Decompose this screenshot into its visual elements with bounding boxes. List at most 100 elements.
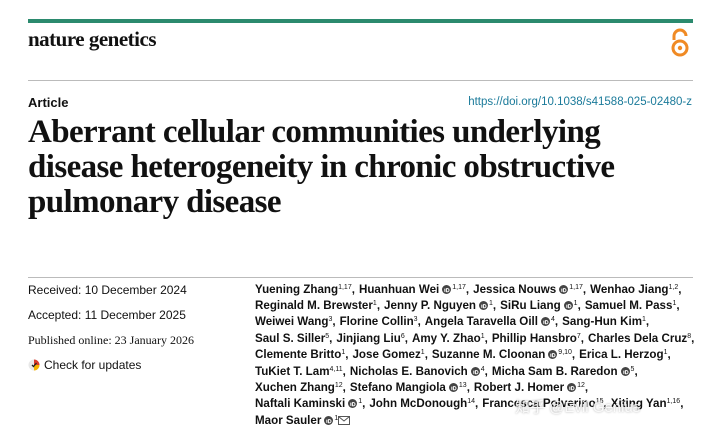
author-name: Jenny P. Nguyen <box>384 299 476 313</box>
author-name: TuKiet T. Lam <box>255 364 330 378</box>
affiliation: 13 <box>458 382 467 390</box>
doi-link[interactable]: https://doi.org/10.1038/s41588-025-02480… <box>468 96 692 108</box>
author: Florine Collin 3, <box>340 315 421 328</box>
affiliation: 12 <box>577 382 585 390</box>
separator: , <box>466 381 470 395</box>
affiliation: 3 <box>328 316 333 324</box>
watermark: 知乎 @Evil Genius <box>515 399 641 416</box>
affiliation: 1,17 <box>338 283 352 291</box>
separator: , <box>582 282 587 296</box>
author: Xuchen Zhang 12, <box>255 381 346 394</box>
orcid-mark <box>571 386 575 391</box>
mail-body <box>338 415 351 425</box>
author-name: Naftali Kaminski <box>255 397 346 411</box>
open-access-icon <box>671 28 689 57</box>
author-name: Reginald M. Brewster <box>255 299 373 313</box>
separator: , <box>484 364 488 378</box>
author: TuKiet T. Lam 4,11, <box>255 365 346 378</box>
header-bar <box>28 19 693 23</box>
author-line: Yuening Zhang 1,17, Huanhuan Wei 1,17, Jessi… <box>255 281 705 297</box>
author: Nicholas E. Banovich 4, <box>350 365 488 378</box>
author: Clemente Britto 1, <box>255 348 348 361</box>
separator: , <box>484 331 488 345</box>
orcid-mark <box>452 386 457 391</box>
divider <box>28 80 693 81</box>
title-line: Aberrant cellular communities underlying <box>28 114 601 150</box>
author: Jessica Nouws 1,17, <box>473 283 586 296</box>
separator: , <box>332 315 336 329</box>
author: Saul S. Siller 5, <box>255 332 332 345</box>
updates-icon <box>28 359 40 371</box>
orcid-icon <box>348 399 358 409</box>
orcid-mark <box>481 304 483 308</box>
received-date: Received: 10 December 2024 <box>28 283 187 297</box>
author: Jose Gomez 1, <box>352 348 427 361</box>
orcid-mark <box>569 386 571 390</box>
author-line: Reginald M. Brewster 1, Jenny P. Nguyen 1, S… <box>255 297 705 313</box>
orcid-icon <box>448 383 458 393</box>
author-line: TuKiet T. Lam 4,11, Nicholas E. Banovich 4,… <box>255 363 705 379</box>
orcid-mark <box>567 304 572 309</box>
orcid-mark <box>563 287 567 292</box>
orcid-icon <box>559 284 569 294</box>
author-name: Xiting Yan <box>610 397 667 411</box>
author-name: Phillip Hansbro <box>491 331 577 345</box>
orcid-mark <box>561 288 563 292</box>
separator: , <box>680 397 684 411</box>
author-line: Xuchen Zhang 12, Stefano Mangiola 13, Robert… <box>255 379 705 395</box>
journal-name: nature genetics <box>28 27 157 51</box>
author-name: Samuel M. Pass <box>584 299 673 313</box>
mail-icon <box>338 415 351 425</box>
author: Angela Taravella Oill 4, <box>425 315 558 328</box>
separator: , <box>667 348 671 362</box>
affiliation: 8 <box>687 332 692 340</box>
separator: , <box>342 381 346 395</box>
orcid-mark <box>350 403 352 407</box>
affiliation: 1 <box>358 398 363 406</box>
author: Samuel M. Pass 1, <box>585 299 680 312</box>
affiliation: 1 <box>341 349 346 357</box>
author-name: Charles Dela Cruz <box>588 331 688 345</box>
article-title: Aberrant cellular communities underlying… <box>28 114 615 220</box>
affiliation: 1 <box>573 300 578 308</box>
separator: , <box>351 282 355 296</box>
author-name: Saul S. Siller <box>255 331 326 345</box>
separator: , <box>577 299 581 313</box>
separator: , <box>342 364 346 378</box>
separator: , <box>465 282 470 296</box>
separator: , <box>492 299 497 313</box>
affiliation: 3 <box>413 316 418 324</box>
separator: , <box>580 331 584 345</box>
author-name: Jose Gomez <box>352 348 421 362</box>
affiliation: 12 <box>334 382 343 390</box>
separator: , <box>424 348 428 362</box>
author-name: Nicholas E. Banovich <box>349 364 468 378</box>
author: John McDonough 14, <box>369 397 478 410</box>
orcid-icon <box>563 301 573 311</box>
orcid-mark <box>545 320 549 325</box>
orcid-mark <box>624 369 628 374</box>
author-name: Wenhao Jiang <box>590 282 669 296</box>
author-name: Erica L. Herzog <box>579 348 664 362</box>
affiliation: 5 <box>630 365 635 373</box>
check-updates[interactable]: Check for updates <box>28 358 141 372</box>
separator: , <box>362 397 366 411</box>
orcid-mark <box>451 386 453 390</box>
published-date: Published online: 23 January 2026 <box>28 333 194 347</box>
orcid-mark <box>550 353 552 358</box>
orcid-mark <box>566 304 568 308</box>
separator: , <box>634 364 638 378</box>
affiliation: 1 <box>663 349 668 357</box>
author-name: Weiwei Wang <box>255 315 329 329</box>
author-name: John McDonough <box>369 397 468 411</box>
separator: , <box>676 299 680 313</box>
orcid-mark <box>446 287 450 292</box>
orcid-mark <box>473 370 475 374</box>
separator: , <box>645 315 650 329</box>
author-name: Clemente Britto <box>255 348 342 362</box>
author: Stefano Mangiola 13, <box>350 381 470 394</box>
author-line: Clemente Britto 1, Jose Gomez 1, Suzanne M. … <box>255 347 705 363</box>
orcid-mark <box>328 418 332 424</box>
author-name: Sang-Hun Kim <box>562 315 643 329</box>
